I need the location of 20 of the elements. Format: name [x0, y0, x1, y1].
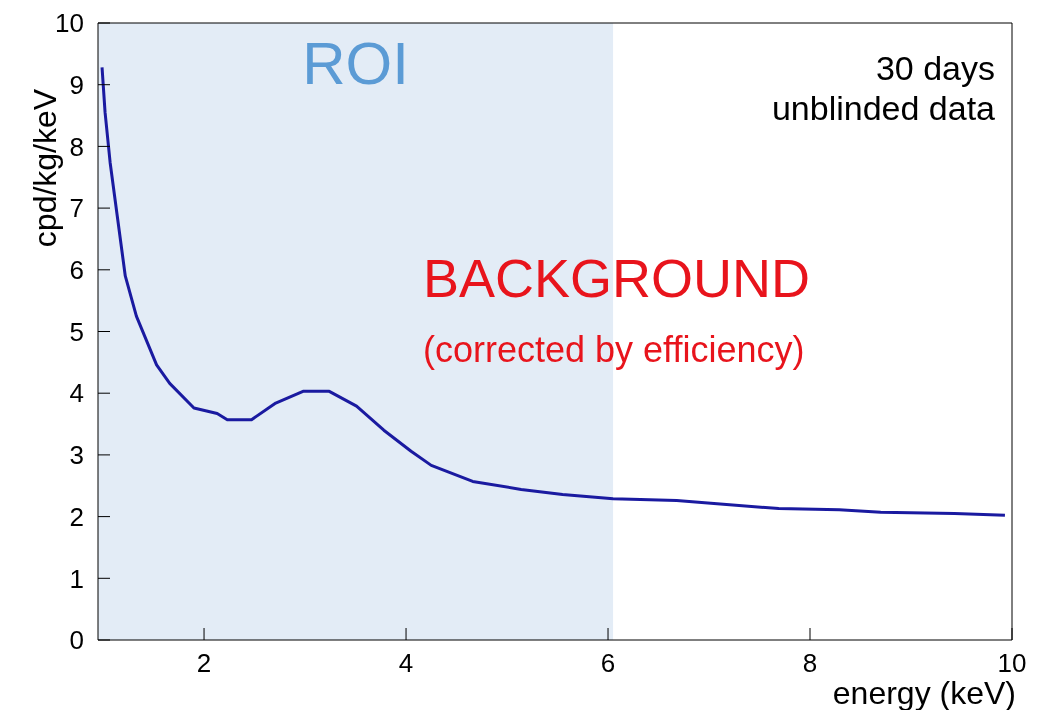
y-tick-label: 6 — [69, 255, 84, 286]
annotation: BACKGROUND — [423, 248, 811, 308]
y-tick-label: 10 — [55, 8, 84, 39]
y-tick-label: 4 — [69, 378, 84, 409]
annotation: (corrected by efficiency) — [423, 329, 805, 370]
annotation: 30 days unblinded data — [771, 48, 995, 128]
y-tick-label: 9 — [69, 69, 84, 100]
y-tick-label: 7 — [69, 193, 84, 224]
y-tick-label: 5 — [69, 316, 84, 347]
y-axis-title: cpd/kg/keV — [27, 88, 63, 248]
y-tick-label: 8 — [69, 131, 84, 162]
x-tick-label: 2 — [196, 648, 212, 679]
x-tick-label: 6 — [600, 648, 616, 679]
x-tick-label: 4 — [398, 648, 414, 679]
y-tick-label: 2 — [69, 501, 84, 532]
y-tick-label: 3 — [69, 440, 84, 471]
y-tick-label: 0 — [69, 625, 84, 656]
x-tick-label: 8 — [802, 648, 818, 679]
band-label: ROI — [302, 29, 409, 97]
y-tick-label: 1 — [69, 563, 84, 594]
